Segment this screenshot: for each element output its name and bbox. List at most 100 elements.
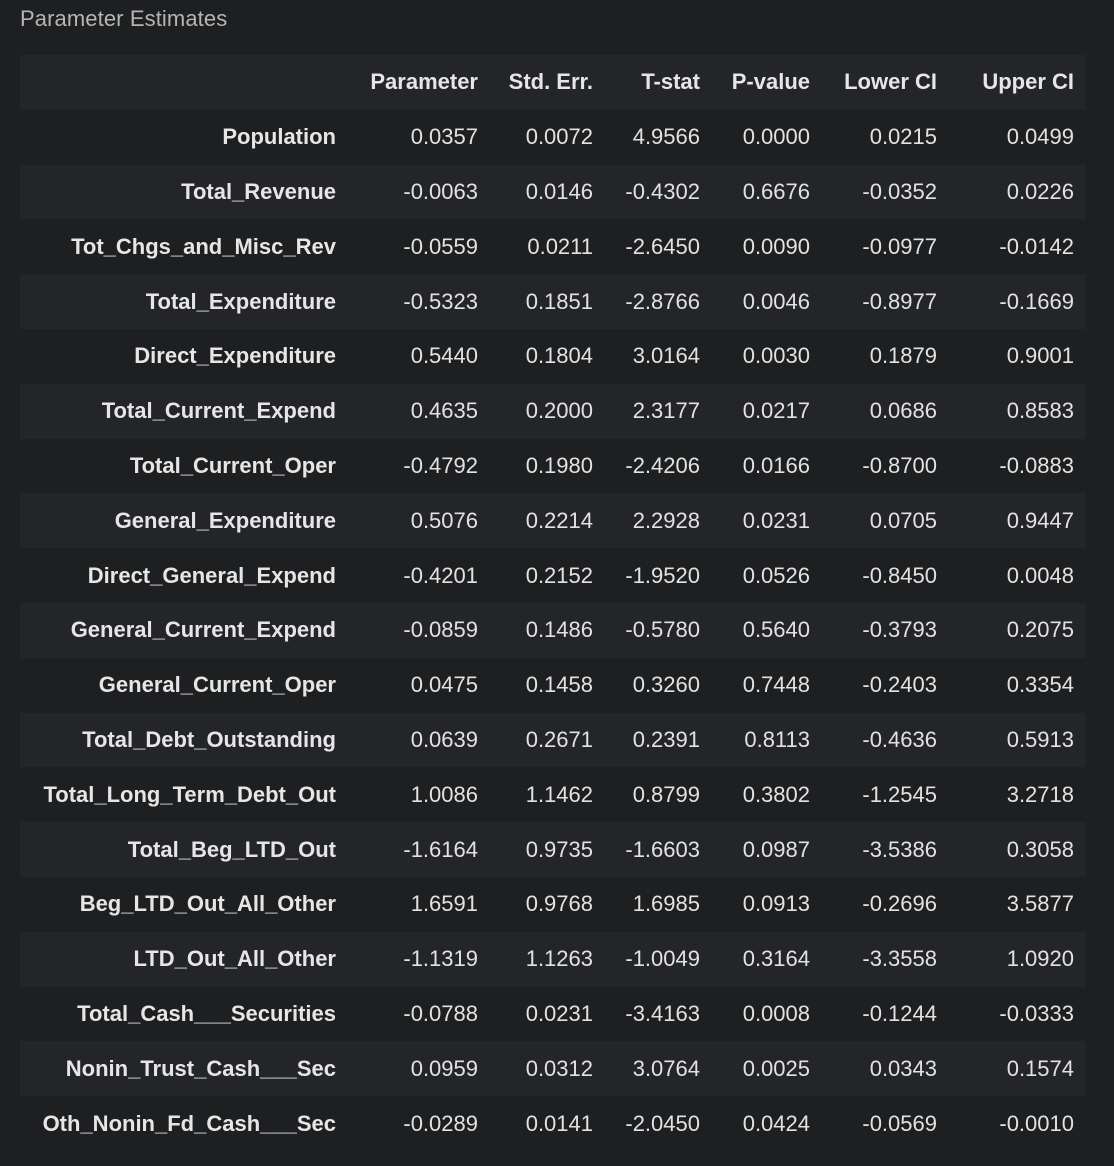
table-cell: -2.8766: [605, 274, 712, 329]
table-row: Direct_Expenditure 0.5440 0.1804 3.0164 0.00…: [20, 328, 1086, 384]
table-cell: 2.3177: [605, 383, 712, 439]
table-cell: 0.0048: [949, 548, 1086, 603]
table-cell: 0.1486: [490, 602, 605, 658]
table-cell: -0.0569: [822, 1096, 949, 1151]
row-label: Nonin_Trust_Cash___Sec: [20, 1041, 358, 1097]
table-cell: 0.1980: [490, 438, 605, 494]
row-label: Total_Long_Term_Debt_Out: [20, 767, 358, 823]
table-cell: 0.0226: [949, 164, 1086, 220]
table-cell: 0.0141: [490, 1096, 605, 1151]
table-cell: 0.0312: [490, 1041, 605, 1097]
table-cell: 3.0164: [605, 328, 712, 384]
table-cell: -0.8977: [822, 274, 949, 329]
table-cell: -2.6450: [605, 219, 712, 275]
table-cell: 0.0959: [358, 1041, 490, 1097]
table-cell: 0.0072: [490, 109, 605, 165]
table-cell: 0.0424: [712, 1096, 822, 1151]
table-cell: -0.1244: [822, 986, 949, 1042]
table-cell: 0.1879: [822, 328, 949, 384]
table-cell: 0.0357: [358, 109, 490, 165]
table-cell: 0.5440: [358, 328, 490, 384]
table-row: LTD_Out_All_Other -1.1319 1.1263 -1.0049 0.3…: [20, 931, 1086, 987]
table-cell: -0.0788: [358, 986, 490, 1042]
table-cell: -0.8450: [822, 548, 949, 603]
table-row: Total_Current_Oper -0.4792 0.1980 -2.4206 0.…: [20, 438, 1086, 494]
row-label: Tot_Chgs_and_Misc_Rev: [20, 219, 358, 275]
table-cell: 0.0146: [490, 164, 605, 220]
table-cell: -0.4201: [358, 548, 490, 603]
row-label: Beg_LTD_Out_All_Other: [20, 876, 358, 932]
table-cell: 0.0166: [712, 438, 822, 494]
table-cell: -0.0883: [949, 438, 1086, 494]
table-cell: 0.2152: [490, 548, 605, 603]
row-label: LTD_Out_All_Other: [20, 931, 358, 987]
table-cell: 0.6676: [712, 164, 822, 220]
table-cell: 0.2391: [605, 712, 712, 768]
column-header: T-stat: [605, 55, 712, 110]
header-row: Parameter Std. Err. T-stat P-value Lower CI U…: [20, 55, 1086, 110]
table-cell: 0.8113: [712, 712, 822, 768]
table-cell: 1.1462: [490, 767, 605, 823]
table-cell: 0.0231: [712, 493, 822, 549]
table-row: General_Current_Oper 0.0475 0.1458 0.3260 0.…: [20, 657, 1086, 713]
header-index-cell: [20, 55, 358, 110]
row-label: General_Expenditure: [20, 493, 358, 549]
table-cell: -0.0352: [822, 164, 949, 220]
table-cell: 0.5640: [712, 602, 822, 658]
table-cell: 0.0030: [712, 328, 822, 384]
table-title: Parameter Estimates: [20, 6, 228, 31]
table-row: Beg_LTD_Out_All_Other 1.6591 0.9768 1.6985 0…: [20, 876, 1086, 932]
table-cell: -1.2545: [822, 767, 949, 823]
table-cell: -2.4206: [605, 438, 712, 494]
table-cell: 3.2718: [949, 767, 1086, 823]
table-cell: 0.5913: [949, 712, 1086, 768]
table-cell: -0.5323: [358, 274, 490, 329]
table-cell: 1.6985: [605, 876, 712, 932]
table-cell: -0.0010: [949, 1096, 1086, 1151]
table-cell: 1.0086: [358, 767, 490, 823]
table-cell: 3.0764: [605, 1041, 712, 1097]
table-cell: -0.0333: [949, 986, 1086, 1042]
table-row: Total_Expenditure -0.5323 0.1851 -2.8766 0.0…: [20, 274, 1086, 329]
row-label: Oth_Nonin_Fd_Cash___Sec: [20, 1096, 358, 1151]
table-cell: -1.6603: [605, 822, 712, 877]
table-row: Tot_Chgs_and_Misc_Rev -0.0559 0.0211 -2.645…: [20, 219, 1086, 275]
table-row: Total_Debt_Outstanding 0.0639 0.2671 0.2391…: [20, 712, 1086, 768]
table-cell: 0.0000: [712, 109, 822, 165]
table-row: General_Expenditure 0.5076 0.2214 2.2928 0.0…: [20, 493, 1086, 549]
table-cell: -1.1319: [358, 931, 490, 987]
row-label: Total_Beg_LTD_Out: [20, 822, 358, 877]
table-cell: 0.4635: [358, 383, 490, 439]
table-cell: 0.0343: [822, 1041, 949, 1097]
table-cell: 2.2928: [605, 493, 712, 549]
table-cell: 0.8583: [949, 383, 1086, 439]
row-label: Population: [20, 109, 358, 165]
row-label: General_Current_Expend: [20, 602, 358, 658]
table-cell: -1.9520: [605, 548, 712, 603]
table-cell: 0.0008: [712, 986, 822, 1042]
table-cell: -0.8700: [822, 438, 949, 494]
table-cell: 0.0046: [712, 274, 822, 329]
table-row: Total_Cash___Securities -0.0788 0.0231 -3.4…: [20, 986, 1086, 1042]
table-cell: 0.3164: [712, 931, 822, 987]
row-label: Total_Current_Oper: [20, 438, 358, 494]
row-label: Total_Expenditure: [20, 274, 358, 329]
table-cell: 0.0475: [358, 657, 490, 713]
table-cell: -0.4792: [358, 438, 490, 494]
table-cell: -0.0859: [358, 602, 490, 658]
table-cell: 0.7448: [712, 657, 822, 713]
table-cell: -0.0063: [358, 164, 490, 220]
table-cell: 0.9768: [490, 876, 605, 932]
table-row: Direct_General_Expend -0.4201 0.2152 -1.952…: [20, 548, 1086, 603]
table-cell: -0.0559: [358, 219, 490, 275]
table-cell: 0.2214: [490, 493, 605, 549]
column-header: Upper CI: [949, 55, 1086, 110]
table-cell: 0.2000: [490, 383, 605, 439]
table-row: Total_Long_Term_Debt_Out 1.0086 1.1462 0.87…: [20, 767, 1086, 823]
table-row: Oth_Nonin_Fd_Cash___Sec -0.0289 0.0141 -2.0…: [20, 1096, 1086, 1151]
table-cell: 0.1851: [490, 274, 605, 329]
row-label: Total_Debt_Outstanding: [20, 712, 358, 768]
table-cell: 0.1574: [949, 1041, 1086, 1097]
table-cell: 0.0215: [822, 109, 949, 165]
table-cell: -3.4163: [605, 986, 712, 1042]
